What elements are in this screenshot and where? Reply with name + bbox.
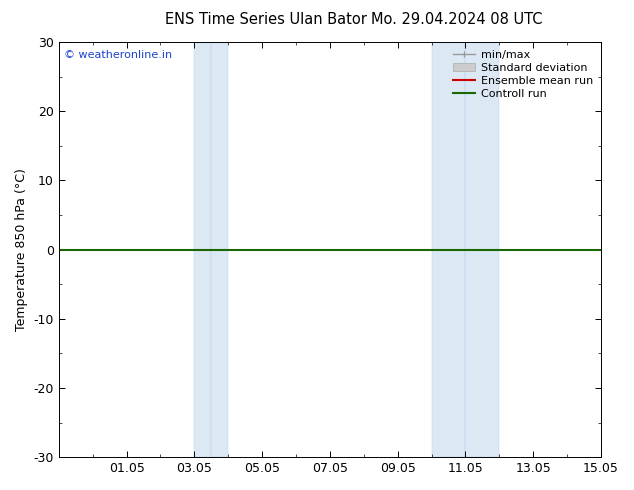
Bar xyxy=(432,42,465,457)
Text: ENS Time Series Ulan Bator: ENS Time Series Ulan Bator xyxy=(165,12,367,27)
Legend: min/max, Standard deviation, Ensemble mean run, Controll run: min/max, Standard deviation, Ensemble me… xyxy=(451,48,595,101)
Bar xyxy=(195,42,211,457)
Y-axis label: Temperature 850 hPa (°C): Temperature 850 hPa (°C) xyxy=(15,168,28,331)
Bar xyxy=(465,42,500,457)
Bar xyxy=(211,42,228,457)
Text: Mo. 29.04.2024 08 UTC: Mo. 29.04.2024 08 UTC xyxy=(371,12,542,27)
Text: © weatheronline.in: © weatheronline.in xyxy=(64,50,172,60)
